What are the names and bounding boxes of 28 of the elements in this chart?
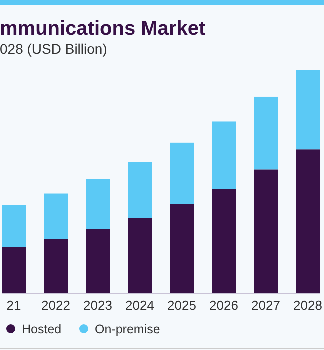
bar	[212, 122, 236, 190]
bar	[44, 194, 68, 240]
bar	[212, 189, 236, 293]
x-tick-label: 2023	[84, 298, 112, 313]
bar	[296, 150, 320, 293]
bar	[44, 239, 68, 293]
bar	[86, 229, 110, 293]
bar	[2, 247, 26, 293]
bar	[128, 218, 152, 293]
x-tick-label: 2025	[168, 298, 196, 313]
legend-label: Hosted	[22, 322, 62, 336]
bar	[170, 142, 194, 204]
x-tick-label: 2024	[126, 298, 154, 313]
x-tick-label: 2026	[210, 298, 238, 313]
legend-label: On-premise	[95, 322, 160, 336]
bar	[254, 96, 278, 170]
x-tick-label: 2027	[252, 298, 280, 313]
x-tick-label: 2022	[42, 298, 70, 313]
x-tick-label: 2028	[294, 298, 322, 313]
chart-subtitle: 028 (USD Billion)	[0, 41, 108, 57]
bar	[2, 205, 26, 248]
bar	[86, 179, 110, 229]
chart-title: mmunications Market	[0, 18, 206, 40]
bar	[254, 170, 278, 293]
bar	[170, 204, 194, 293]
bar	[128, 162, 152, 218]
x-tick-label: 21	[6, 298, 22, 313]
bar	[296, 70, 320, 150]
